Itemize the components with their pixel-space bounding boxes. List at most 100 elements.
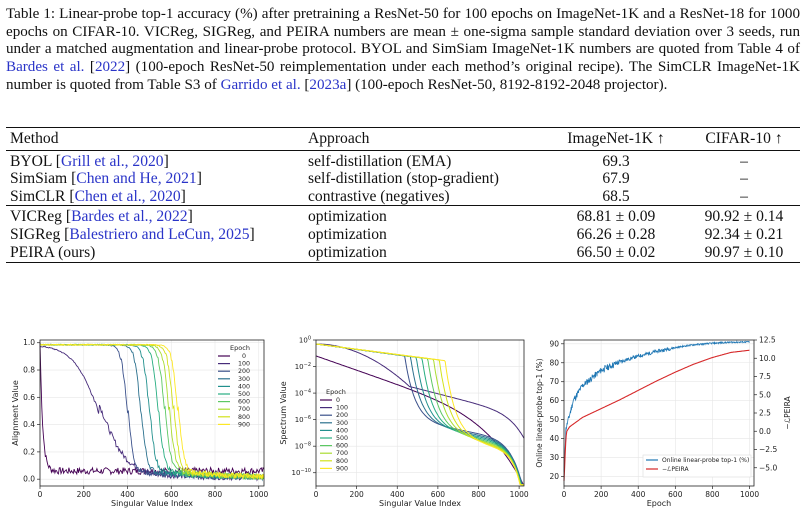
- x-tick-label: 600: [431, 490, 446, 499]
- x-tick-label: 0: [562, 490, 567, 499]
- y-tick-label: 0.4: [23, 420, 35, 429]
- y-tick-label-right: 7.5: [759, 372, 771, 381]
- legend-label: 500: [336, 435, 348, 442]
- x-axis-label: Epoch: [647, 499, 672, 508]
- cell-imagenet: 68.5: [602, 187, 630, 205]
- series-line-epoch-100: [39, 345, 265, 482]
- y-tick-label-right: 12.5: [759, 336, 776, 345]
- y-tick-label: 10−6: [295, 415, 311, 424]
- table-header-row: Method Approach ImageNet-1K ↑ CIFAR-10 ↑: [6, 127, 800, 151]
- table-caption: Table 1: Linear-probe top-1 accuracy (%)…: [6, 6, 800, 95]
- y-tick-label: 0.6: [23, 393, 35, 402]
- cell-method: SIGReg [Balestriero and LeCun, 2025]: [10, 225, 255, 243]
- y-tick-label-right: 5.0: [759, 390, 771, 399]
- caption-text-3: ] (100-epoch ResNet-50, 8192-8192-2048 p…: [346, 76, 668, 93]
- citation-link[interactable]: Bardes et al., 2022: [71, 208, 188, 226]
- y-axis-label-left: Online linear-probe top-1 (%): [535, 358, 544, 467]
- x-tick-label: 600: [668, 490, 683, 499]
- y-tick-label-right: 2.5: [759, 409, 771, 418]
- plot-frame: [39, 339, 265, 487]
- method-name: SimCLR: [10, 187, 66, 205]
- cell-approach: optimization: [304, 243, 544, 264]
- x-tick-label: 800: [471, 490, 486, 499]
- y-tick-label-left: 90: [549, 339, 559, 348]
- legend-label: 600: [336, 443, 348, 450]
- method-name: PEIRA (ours): [10, 243, 96, 261]
- legend-label: 800: [238, 414, 250, 421]
- x-tick-label: 1000: [740, 490, 759, 499]
- x-tick-label: 800: [208, 490, 223, 499]
- legend-label: 900: [336, 465, 348, 472]
- citation-link-bardes[interactable]: Bardes et al.: [6, 59, 85, 76]
- x-tick-label: 800: [705, 490, 720, 499]
- legend-label: 400: [238, 383, 250, 390]
- series-line-epoch-800: [39, 343, 265, 481]
- citation-link-garrido-year[interactable]: 2023a: [309, 76, 347, 93]
- x-tick-label: 0: [38, 490, 43, 499]
- online-probe-chart: 0 200 400 600 800 1000 20 30 40 50 60 70 80 90 −5.0 −2.…: [535, 336, 792, 509]
- cell-approach: contrastive (negatives): [308, 187, 450, 205]
- cell-approach: self-distillation (EMA): [304, 149, 544, 171]
- series-line-peira-loss: [563, 349, 750, 481]
- cell-imagenet: 69.3: [544, 149, 688, 171]
- citation-link[interactable]: Chen and He, 2021: [76, 170, 197, 188]
- y-tick-label: 10−4: [295, 389, 311, 398]
- series-line-epoch-900: [315, 343, 524, 486]
- y-tick-label: 100: [299, 336, 311, 345]
- x-tick-label: 200: [77, 490, 92, 499]
- header-method: Method: [6, 127, 304, 151]
- series-line-epoch-900: [39, 343, 265, 481]
- citation-link[interactable]: Grill et al., 2020: [60, 152, 164, 170]
- cell-method: SimSiam [Chen and He, 2021]: [10, 170, 202, 188]
- results-table: Method Approach ImageNet-1K ↑ CIFAR-10 ↑…: [6, 127, 800, 264]
- caption-bracket: [: [300, 76, 310, 93]
- x-tick-label: 400: [631, 490, 646, 499]
- x-tick-label: 400: [390, 490, 405, 499]
- x-tick-label: 1000: [249, 490, 268, 499]
- cell-method: VICReg [Bardes et al., 2022]: [6, 205, 304, 226]
- x-tick-label: 400: [120, 490, 135, 499]
- cell-method: PEIRA (ours): [6, 243, 304, 264]
- table-row: VICReg [Bardes et al., 2022] optimization…: [6, 205, 800, 226]
- header-cifar: CIFAR-10 ↑: [688, 127, 800, 151]
- cell-approach: self-distillation (stop-gradient): [308, 170, 499, 188]
- citation-link[interactable]: Balestriero and LeCun, 2025: [69, 225, 250, 243]
- legend-label: 200: [238, 368, 250, 375]
- y-tick-label: 10−10: [292, 468, 311, 477]
- legend-box: [642, 454, 752, 478]
- alignment-chart: 0 200 400 600 800 10000.00.20.40.60.81.0Singu…: [11, 338, 269, 508]
- citation-link-garrido[interactable]: Garrido et al.: [220, 76, 301, 93]
- y-axis-label-right: −ℒPEIRA: [783, 396, 792, 430]
- y-tick-label-left: 80: [549, 358, 559, 367]
- y-tick-label-left: 60: [549, 396, 559, 405]
- cell-cifar: –: [740, 187, 748, 205]
- y-tick-label-left: 40: [549, 434, 559, 443]
- legend-label: 800: [336, 458, 348, 465]
- x-tick-label: 200: [594, 490, 609, 499]
- caption-bracket: [: [84, 59, 95, 76]
- y-tick-label: 10−8: [295, 442, 311, 451]
- series-line-epoch-0: [39, 342, 265, 477]
- legend-label: 100: [238, 361, 250, 368]
- caption-text-2: ] (100-epoch ResNet-50 reimplementation …: [6, 59, 800, 93]
- table-row: SimCLR [Chen et al., 2020] contrastive (n…: [6, 188, 800, 206]
- cell-imagenet: 66.26 ± 0.28: [576, 225, 656, 243]
- y-tick-label-right: −2.5: [759, 445, 777, 454]
- legend-label: 0: [336, 397, 340, 404]
- spectrum-chart: 0 200 400 600 800 100010010−210−410−610−810−1…: [279, 336, 529, 509]
- method-name: SimSiam: [10, 170, 68, 188]
- cell-method: BYOL [Grill et al., 2020]: [6, 149, 304, 171]
- method-name: VICReg: [10, 208, 62, 226]
- y-axis-label: Alignment Value: [11, 380, 20, 446]
- citation-link[interactable]: Chen et al., 2020: [74, 187, 181, 205]
- legend-label: 0: [242, 353, 246, 360]
- y-axis-label: Spectrum Value: [279, 381, 288, 444]
- y-tick-label: 0.2: [23, 447, 35, 456]
- series-line-epoch-200: [39, 343, 265, 481]
- legend-label: 500: [238, 391, 250, 398]
- citation-link-bardes-year[interactable]: 2022: [94, 59, 126, 76]
- series-line-online-probe: [563, 339, 750, 472]
- cell-cifar: 92.34 ± 0.21: [704, 225, 784, 243]
- series-line-epoch-500: [39, 343, 265, 480]
- cell-method: SimCLR [Chen et al., 2020]: [10, 187, 186, 205]
